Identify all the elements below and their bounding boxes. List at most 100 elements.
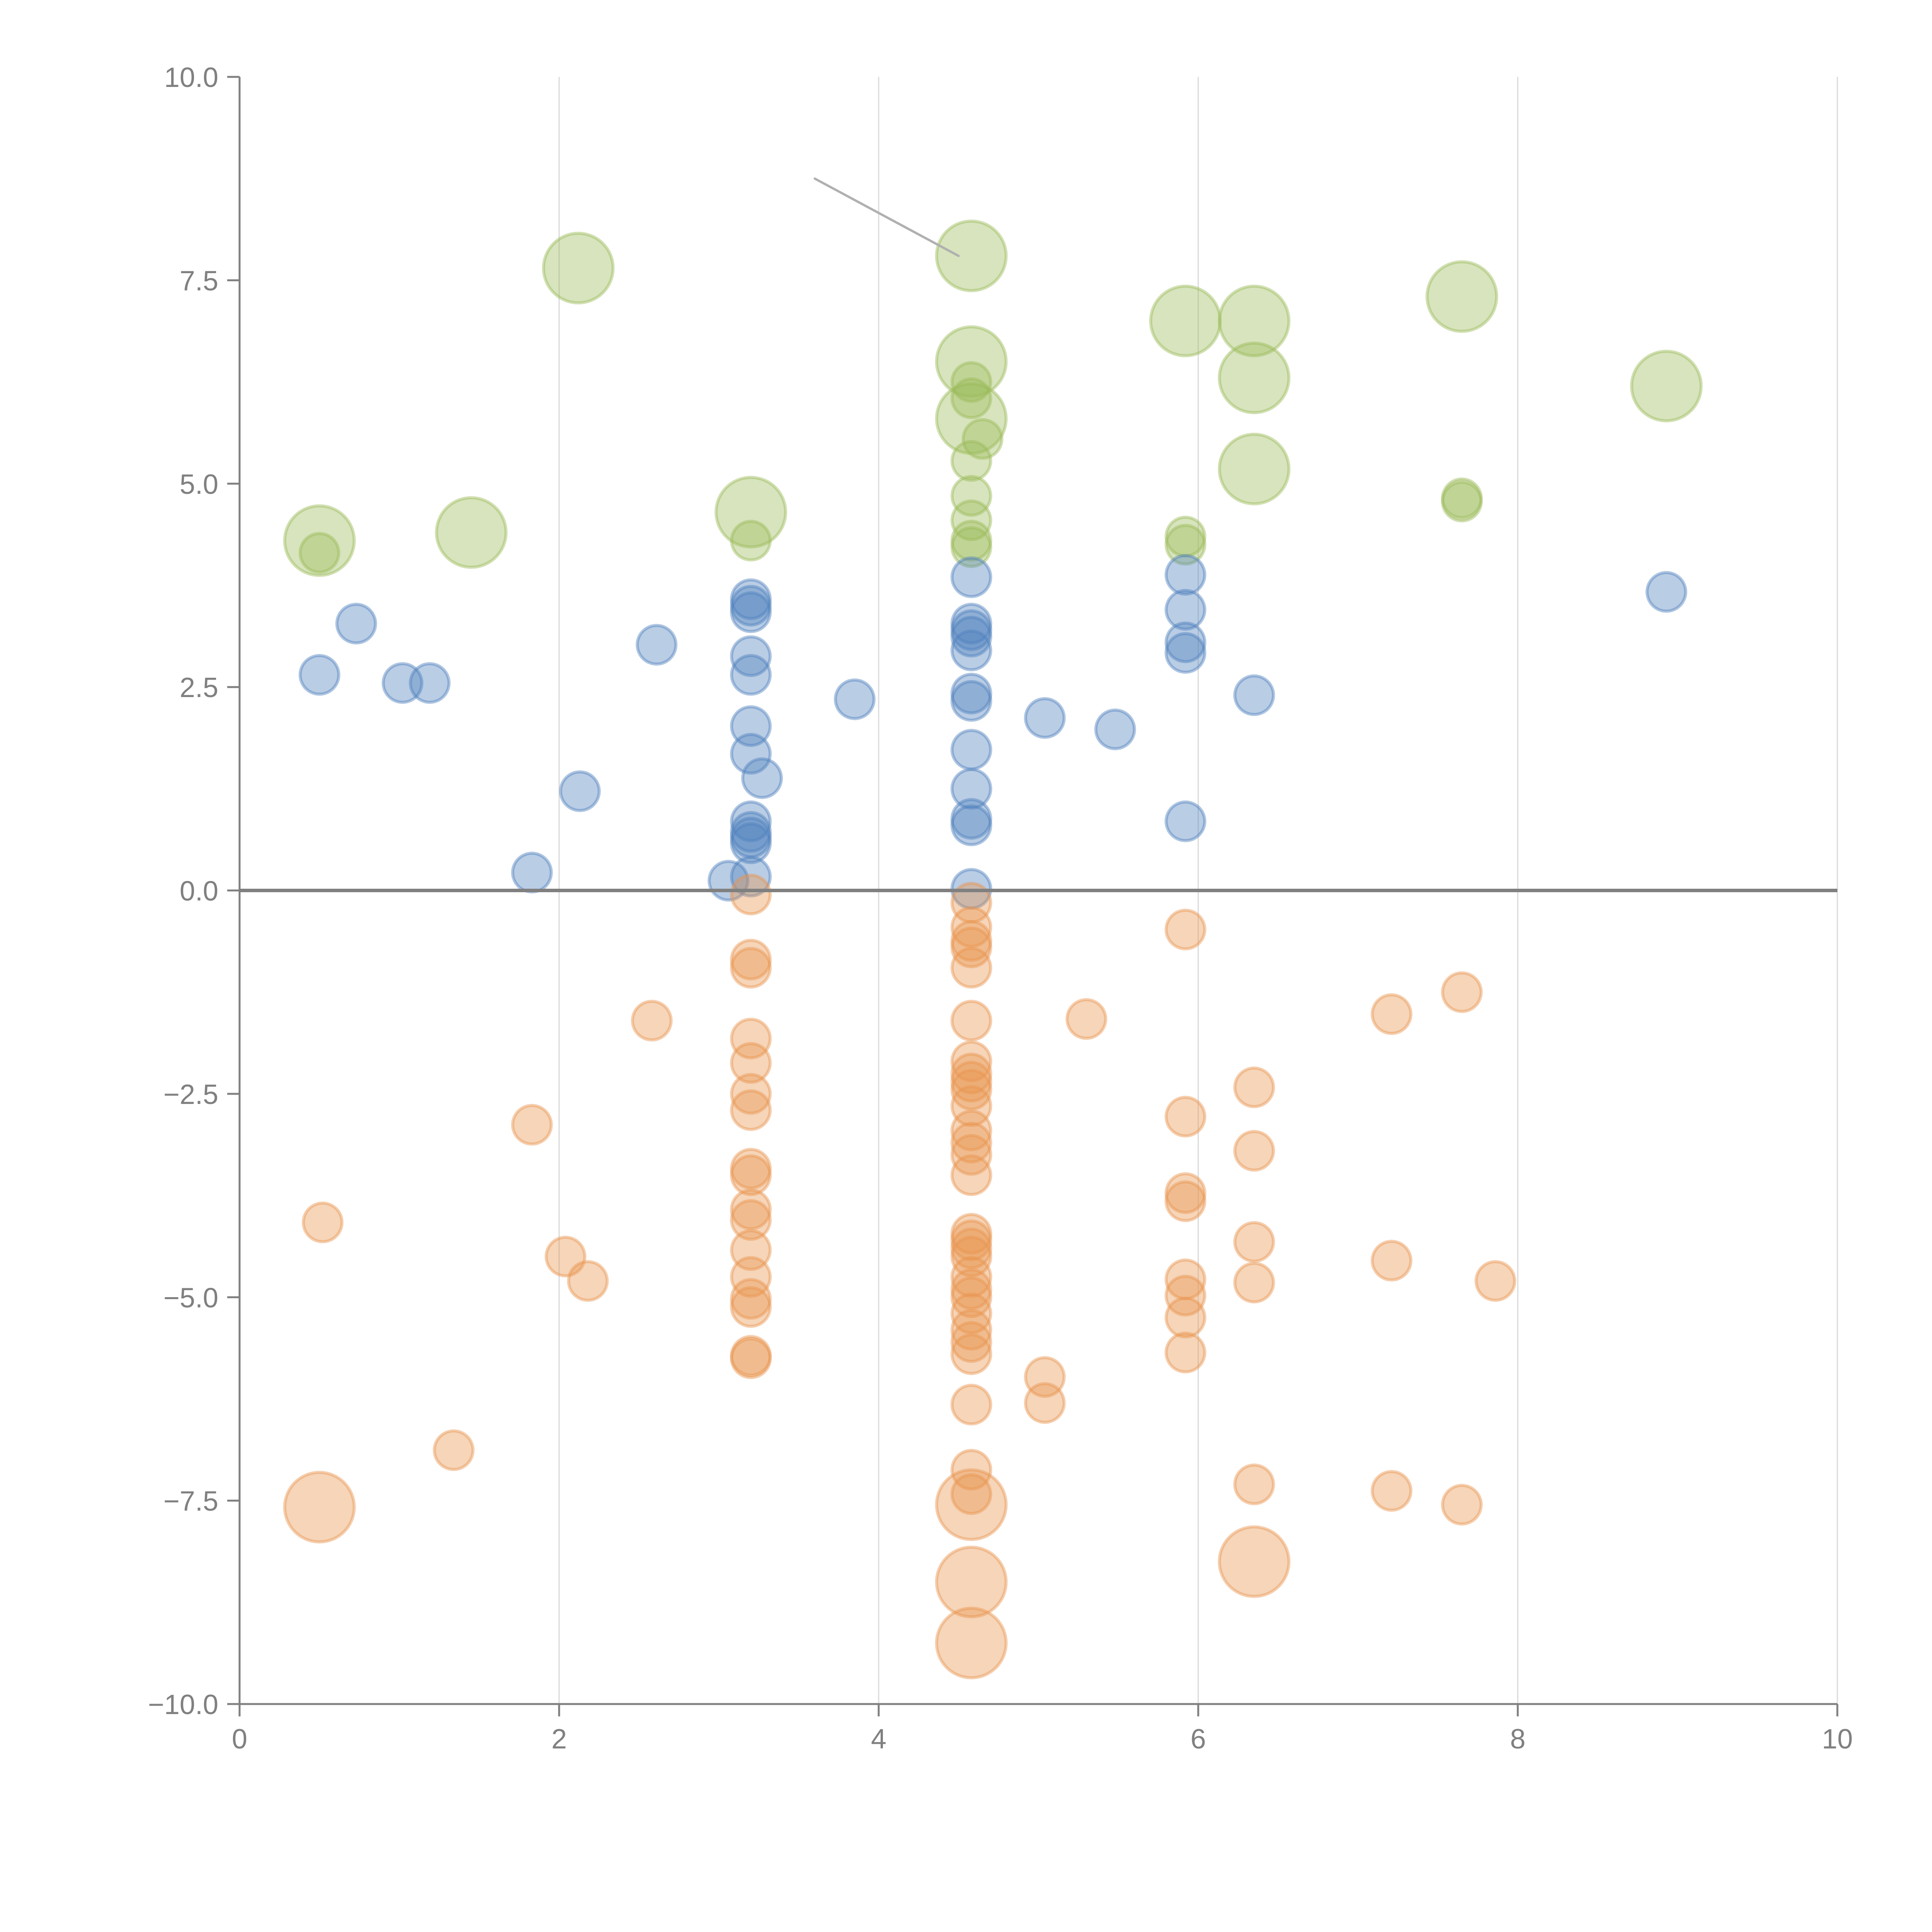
bubble-orange — [950, 1122, 992, 1164]
bubble-orange — [950, 1293, 992, 1335]
bubble-blue — [1645, 571, 1687, 613]
bubble-blue — [741, 757, 783, 799]
series-green — [283, 219, 1703, 577]
bubble-green — [1149, 284, 1222, 357]
bubble-blue — [730, 635, 772, 677]
bubble-orange — [950, 1235, 992, 1277]
bubble-orange — [950, 1384, 992, 1426]
bubble-green — [542, 231, 615, 304]
bubble-orange — [950, 1134, 992, 1176]
bubble-blue — [950, 602, 992, 645]
bubble-green — [961, 418, 1003, 460]
bubble-blue — [730, 591, 772, 633]
bubble-orange — [1164, 1095, 1206, 1138]
bubble-orange — [950, 1268, 992, 1310]
x-tick-label: 4 — [871, 1724, 886, 1755]
bubble-orange — [950, 1449, 992, 1491]
x-tick-label: 2 — [551, 1724, 567, 1755]
bubble-orange — [950, 906, 992, 948]
bubble-orange — [950, 1053, 992, 1095]
bubble-orange — [730, 1089, 772, 1131]
bubble-orange — [730, 1148, 772, 1190]
bubble-green — [950, 526, 992, 568]
bubble-blue — [335, 602, 377, 645]
bubble-green — [935, 382, 1008, 455]
bubble-blue — [730, 811, 772, 853]
bubble-blue — [1233, 674, 1275, 716]
bubble-orange — [730, 1229, 772, 1271]
bubble-orange — [1164, 1275, 1206, 1317]
y-tick-label: 10.0 — [164, 62, 218, 93]
bubble-green — [298, 532, 340, 574]
bubble-blue — [730, 816, 772, 859]
bubble-blue — [730, 855, 772, 898]
bubble-orange — [1164, 1180, 1206, 1222]
bubble-green — [950, 440, 992, 482]
bubble-orange — [950, 1154, 992, 1196]
bubble-green — [1218, 432, 1291, 505]
bubble-green — [730, 520, 772, 562]
bubble-orange — [950, 1040, 992, 1082]
bubble-orange — [730, 1017, 772, 1060]
bubble-green — [950, 377, 992, 419]
bubble-blue — [950, 798, 992, 840]
axes: 10.0 7.5 5.0 2.5 0.0 −2.5 −5.0 −7.5 −10.0 0 2 4 6 8 10 — [148, 62, 1853, 1755]
bubble-orange — [950, 882, 992, 924]
bubble-green — [714, 476, 787, 549]
bubble-blue — [298, 654, 340, 696]
bubble-orange — [1233, 1130, 1275, 1172]
bubble-orange — [1475, 1260, 1517, 1302]
y-tick-label: −7.5 — [163, 1486, 218, 1517]
bubble-green — [935, 325, 1008, 398]
bubble-green — [283, 504, 356, 577]
bubble-blue — [1164, 621, 1206, 663]
bubble-blue — [730, 585, 772, 627]
bubble-green — [1218, 284, 1291, 357]
bubble-blue — [1164, 800, 1206, 842]
bubble-orange — [1164, 1172, 1206, 1214]
bubble-orange — [730, 939, 772, 981]
bubble-orange — [950, 1109, 992, 1151]
bubble-orange — [1233, 1066, 1275, 1109]
series-orange — [283, 874, 1517, 1680]
bubble-blue — [833, 678, 876, 720]
y-tick-label: −2.5 — [163, 1079, 218, 1110]
bubble-orange — [950, 920, 992, 962]
bubble-green — [1441, 477, 1483, 519]
bubble-blue — [1164, 554, 1206, 596]
bubble-orange — [1371, 1240, 1413, 1282]
x-tick-label: 6 — [1190, 1724, 1206, 1755]
bubble-green — [1630, 350, 1703, 423]
bubble-blue — [950, 729, 992, 771]
bubble-orange — [950, 1227, 992, 1269]
bubble-blue — [1164, 589, 1206, 631]
bubble-blue — [730, 733, 772, 775]
bubble-orange — [1164, 1296, 1206, 1338]
bubble-blue — [559, 770, 601, 812]
bubble-green — [1164, 515, 1206, 558]
bubble-orange — [1065, 998, 1107, 1040]
bubble-green — [1164, 524, 1206, 566]
series-blue — [298, 554, 1687, 910]
y-tick-label: −5.0 — [163, 1282, 218, 1313]
bubble-orange — [950, 1069, 992, 1111]
bubble-orange — [1441, 1484, 1483, 1526]
bubble-orange — [544, 1235, 587, 1277]
y-tick-label: 5.0 — [180, 469, 218, 500]
bubble-orange — [950, 1061, 992, 1103]
bubble-blue — [409, 662, 451, 704]
bubble-blue — [950, 609, 992, 651]
bubble-orange — [950, 1219, 992, 1261]
bubble-orange — [730, 1335, 772, 1377]
bubble-orange — [1233, 1463, 1275, 1505]
bubble-green — [950, 361, 992, 403]
y-tick-label: 7.5 — [180, 265, 218, 296]
bubble-blue — [950, 629, 992, 672]
bubble-orange — [730, 1286, 772, 1328]
bubble-green — [935, 219, 1008, 293]
bubble-orange — [935, 1607, 1008, 1680]
bubble-blue — [730, 800, 772, 842]
bubble-orange — [1371, 1470, 1413, 1512]
bubble-orange — [730, 874, 772, 916]
